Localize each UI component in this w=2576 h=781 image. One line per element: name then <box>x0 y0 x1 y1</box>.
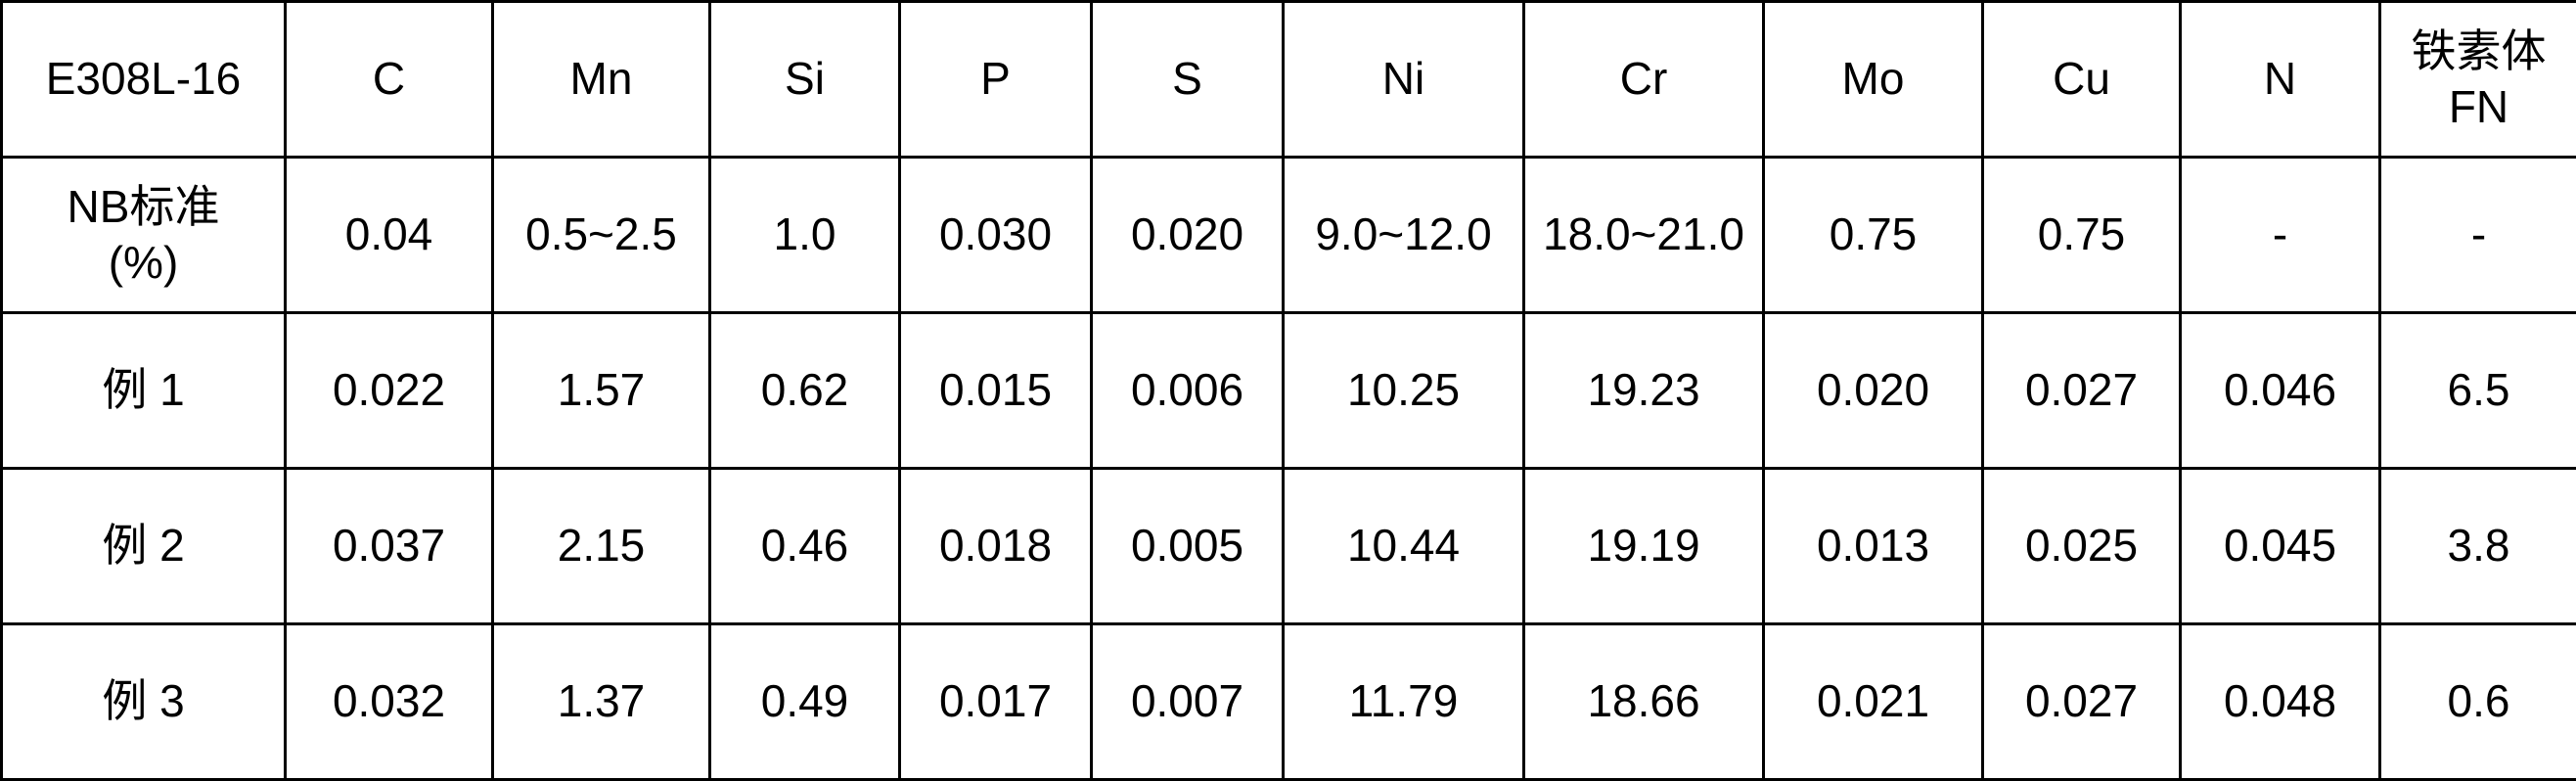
corner-label: E308L-16 <box>2 2 286 158</box>
value-cell: 19.19 <box>1524 469 1764 624</box>
value-cell: 18.66 <box>1524 624 1764 780</box>
value-cell: 1.57 <box>493 313 710 469</box>
value-cell: 0.62 <box>710 313 900 469</box>
value-cell: 10.44 <box>1284 469 1524 624</box>
column-header: C <box>286 2 493 158</box>
value-cell: 0.046 <box>2181 313 2380 469</box>
column-header: Cu <box>1983 2 2181 158</box>
column-header: Si <box>710 2 900 158</box>
value-cell: 2.15 <box>493 469 710 624</box>
column-header: Mo <box>1764 2 1983 158</box>
value-cell: 0.020 <box>1764 313 1983 469</box>
value-cell: 0.030 <box>900 158 1092 313</box>
value-cell: 0.025 <box>1983 469 2181 624</box>
value-cell: 0.027 <box>1983 624 2181 780</box>
value-cell: 0.037 <box>286 469 493 624</box>
value-cell: 0.022 <box>286 313 493 469</box>
value-cell: 18.0~21.0 <box>1524 158 1764 313</box>
value-cell: 0.021 <box>1764 624 1983 780</box>
value-cell: 3.8 <box>2380 469 2576 624</box>
column-header: N <box>2181 2 2380 158</box>
column-header: 铁素体 FN <box>2380 2 2576 158</box>
value-cell: 0.005 <box>1092 469 1284 624</box>
row-label: 例 3 <box>2 624 286 780</box>
value-cell: 10.25 <box>1284 313 1524 469</box>
value-cell: 0.020 <box>1092 158 1284 313</box>
value-cell: 0.5~2.5 <box>493 158 710 313</box>
column-header: S <box>1092 2 1284 158</box>
value-cell: 0.04 <box>286 158 493 313</box>
value-cell: 0.048 <box>2181 624 2380 780</box>
value-cell: 19.23 <box>1524 313 1764 469</box>
value-cell: 1.37 <box>493 624 710 780</box>
value-cell: 9.0~12.0 <box>1284 158 1524 313</box>
value-cell: 0.49 <box>710 624 900 780</box>
column-header: P <box>900 2 1092 158</box>
value-cell: 0.6 <box>2380 624 2576 780</box>
value-cell: 0.032 <box>286 624 493 780</box>
column-header: Mn <box>493 2 710 158</box>
value-cell: - <box>2181 158 2380 313</box>
value-cell: 0.007 <box>1092 624 1284 780</box>
value-cell: 0.017 <box>900 624 1092 780</box>
value-cell: 0.006 <box>1092 313 1284 469</box>
value-cell: 0.015 <box>900 313 1092 469</box>
value-cell: 0.045 <box>2181 469 2380 624</box>
value-cell: 0.013 <box>1764 469 1983 624</box>
value-cell: 0.75 <box>1764 158 1983 313</box>
row-label: 例 1 <box>2 313 286 469</box>
value-cell: - <box>2380 158 2576 313</box>
value-cell: 11.79 <box>1284 624 1524 780</box>
column-header: Cr <box>1524 2 1764 158</box>
value-cell: 0.027 <box>1983 313 2181 469</box>
value-cell: 1.0 <box>710 158 900 313</box>
value-cell: 6.5 <box>2380 313 2576 469</box>
column-header: Ni <box>1284 2 1524 158</box>
row-label: 例 2 <box>2 469 286 624</box>
value-cell: 0.46 <box>710 469 900 624</box>
row-label: NB标准 (%) <box>2 158 286 313</box>
value-cell: 0.75 <box>1983 158 2181 313</box>
value-cell: 0.018 <box>900 469 1092 624</box>
